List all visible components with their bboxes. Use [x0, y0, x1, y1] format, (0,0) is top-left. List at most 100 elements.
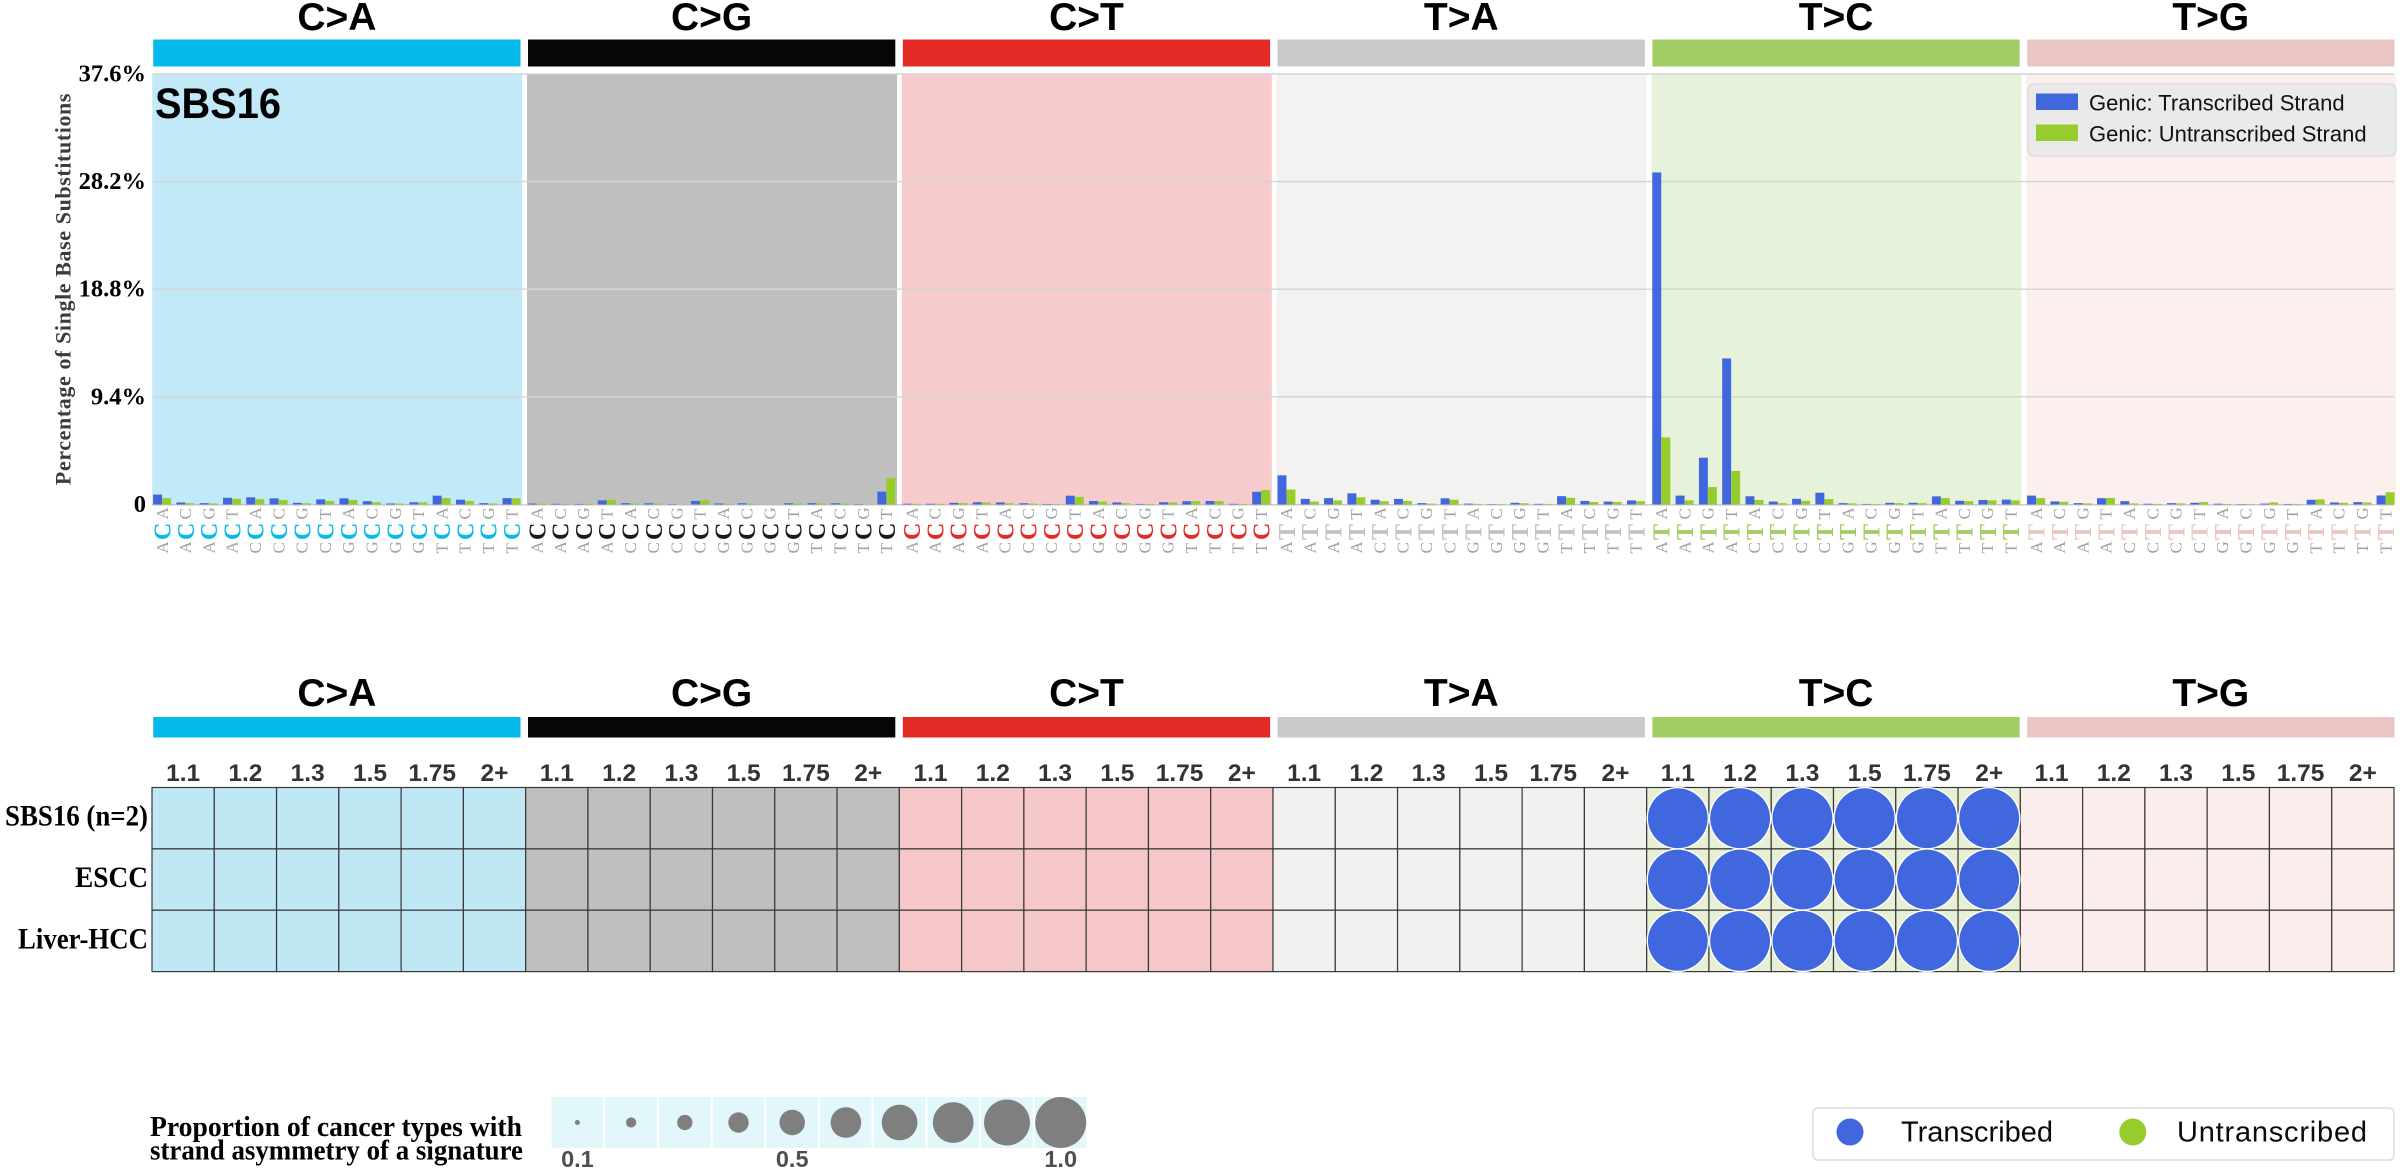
svg-text:T: T — [2376, 509, 2395, 520]
svg-text:18.8%: 18.8% — [79, 276, 146, 303]
svg-text:T: T — [1438, 524, 1464, 540]
svg-text:C: C — [174, 523, 200, 540]
svg-text:T: T — [1883, 524, 1909, 540]
svg-text:1.0: 1.0 — [1044, 1146, 1077, 1172]
svg-text:G: G — [199, 507, 218, 519]
svg-text:A: A — [1745, 507, 1764, 520]
svg-text:A: A — [551, 541, 570, 554]
svg-text:T: T — [2188, 524, 2214, 540]
svg-text:A: A — [2027, 507, 2046, 520]
svg-text:T: T — [2306, 543, 2325, 554]
svg-text:G: G — [1112, 541, 1131, 553]
svg-text:G: G — [761, 507, 780, 519]
svg-text:A: A — [1652, 507, 1671, 520]
svg-text:1.75: 1.75 — [1903, 760, 1951, 787]
svg-text:C: C — [1769, 508, 1788, 519]
svg-text:G: G — [1510, 541, 1529, 553]
svg-text:T: T — [1555, 524, 1581, 540]
svg-text:T: T — [1955, 543, 1974, 554]
svg-text:1.75: 1.75 — [408, 760, 456, 787]
svg-text:1.1: 1.1 — [540, 760, 574, 787]
svg-text:T: T — [1252, 543, 1271, 554]
svg-text:C: C — [2120, 542, 2139, 553]
svg-text:A: A — [223, 541, 242, 554]
svg-text:T: T — [1813, 524, 1839, 540]
svg-text:T: T — [2327, 524, 2353, 540]
svg-text:C: C — [735, 523, 761, 540]
svg-text:G: G — [714, 541, 733, 553]
svg-text:T: T — [2330, 543, 2349, 554]
svg-text:T: T — [1159, 509, 1178, 520]
svg-text:1.75: 1.75 — [782, 760, 830, 787]
svg-text:T: T — [432, 543, 451, 554]
svg-text:2+: 2+ — [1975, 760, 2003, 787]
svg-text:C: C — [1087, 523, 1113, 540]
svg-text:A: A — [1277, 541, 1296, 554]
svg-text:C: C — [644, 508, 663, 519]
svg-text:C: C — [363, 508, 382, 519]
svg-text:C: C — [1205, 508, 1224, 519]
svg-text:G: G — [1487, 541, 1506, 553]
svg-text:T: T — [877, 509, 896, 520]
svg-text:T: T — [831, 543, 850, 554]
svg-text:T: T — [1205, 543, 1224, 554]
svg-text:T: T — [2351, 524, 2377, 540]
svg-text:C: C — [1792, 542, 1811, 553]
svg-text:A: A — [2306, 507, 2325, 520]
svg-text:C: C — [2167, 542, 2186, 553]
svg-text:T: T — [502, 543, 521, 554]
svg-text:T: T — [1485, 524, 1511, 540]
svg-text:G: G — [2260, 541, 2279, 553]
svg-text:G: G — [1464, 541, 1483, 553]
svg-text:T: T — [1929, 524, 1955, 540]
svg-text:G: G — [2073, 507, 2092, 519]
svg-text:T: T — [2164, 524, 2190, 540]
svg-text:2+: 2+ — [854, 760, 882, 787]
svg-text:C: C — [267, 523, 293, 540]
svg-text:C: C — [993, 523, 1019, 540]
svg-text:G: G — [386, 541, 405, 553]
svg-text:C: C — [151, 523, 177, 540]
svg-text:C: C — [1580, 508, 1599, 519]
svg-text:G: G — [2237, 541, 2256, 553]
svg-text:C: C — [1042, 542, 1061, 553]
svg-text:T: T — [854, 543, 873, 554]
svg-text:A: A — [926, 541, 945, 554]
svg-text:T: T — [479, 543, 498, 554]
svg-text:G: G — [2167, 507, 2186, 519]
svg-text:T: T — [1953, 524, 1979, 540]
svg-text:1.1: 1.1 — [913, 760, 947, 787]
svg-text:C: C — [1019, 508, 1038, 519]
svg-text:1.1: 1.1 — [166, 760, 200, 787]
svg-text:T>C: T>C — [1799, 0, 1874, 39]
svg-text:T: T — [598, 509, 617, 520]
svg-text:C: C — [970, 523, 996, 540]
svg-text:T: T — [1580, 543, 1599, 554]
svg-text:G: G — [949, 507, 968, 519]
svg-text:C: C — [621, 542, 640, 553]
svg-text:1.5: 1.5 — [2221, 760, 2255, 787]
svg-text:G: G — [1159, 541, 1178, 553]
svg-text:G: G — [1862, 541, 1881, 553]
svg-text:A: A — [199, 541, 218, 554]
svg-text:T: T — [1391, 524, 1417, 540]
svg-text:C: C — [737, 508, 756, 519]
svg-text:T: T — [1722, 509, 1741, 520]
svg-text:T: T — [1601, 524, 1627, 540]
svg-text:A: A — [153, 541, 172, 554]
svg-text:A: A — [902, 507, 921, 520]
svg-text:T: T — [2190, 509, 2209, 520]
svg-text:A: A — [996, 507, 1015, 520]
svg-text:1.5: 1.5 — [727, 760, 761, 787]
svg-text:T: T — [807, 543, 826, 554]
svg-text:C: C — [1394, 508, 1413, 519]
svg-text:T>G: T>G — [2172, 672, 2249, 715]
svg-text:T: T — [2071, 524, 2097, 540]
svg-text:T: T — [1531, 524, 1557, 540]
svg-text:2+: 2+ — [1228, 760, 1256, 787]
svg-text:C: C — [712, 523, 738, 540]
svg-text:9.4%: 9.4% — [91, 383, 146, 410]
svg-text:A: A — [176, 541, 195, 554]
svg-text:C>G: C>G — [671, 0, 752, 39]
svg-text:G: G — [1908, 541, 1927, 553]
